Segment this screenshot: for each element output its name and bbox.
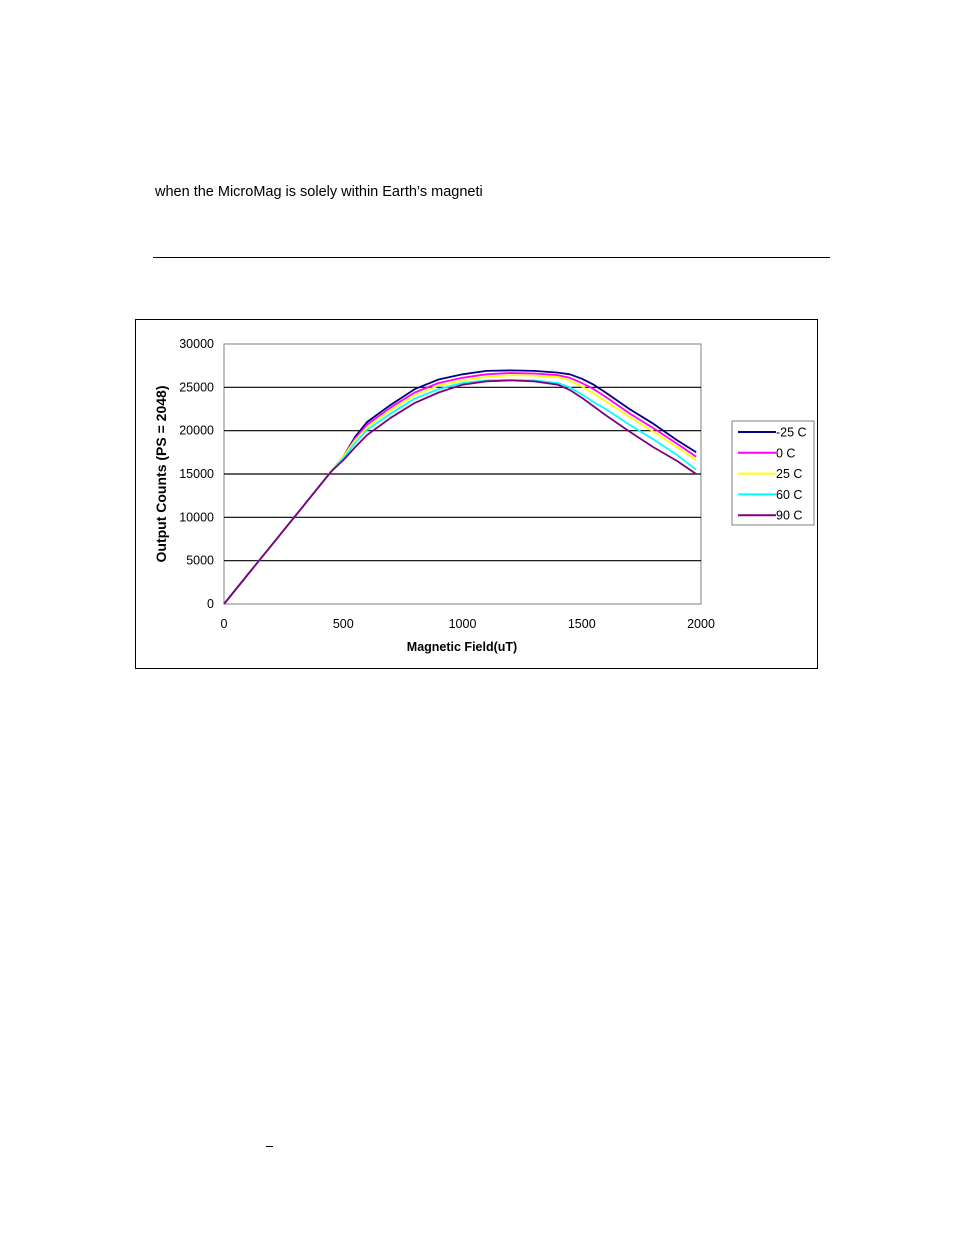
x-tick-label: 0 <box>221 617 228 631</box>
y-tick-label: 30000 <box>179 337 214 351</box>
y-tick-label: 15000 <box>179 467 214 481</box>
y-tick-label: 10000 <box>179 510 214 524</box>
body-text-line: when the MicroMag is solely within Earth… <box>155 184 483 200</box>
series-line-90C <box>223 379 697 605</box>
x-tick-label: 500 <box>333 617 354 631</box>
output-counts-chart: 0 5000 10000 15000 20000 25000 30000 0 500 1000 1… <box>153 337 815 654</box>
y-tick-label: 25000 <box>179 380 214 394</box>
x-tick-label: 1500 <box>568 617 596 631</box>
y-tick-label: 0 <box>207 597 214 611</box>
x-tick-label: 1000 <box>449 617 477 631</box>
footer-mark <box>266 1146 273 1147</box>
horizontal-rule <box>153 257 830 258</box>
y-axis-title: Output Counts (PS = 2048) <box>153 386 169 563</box>
x-tick-labels: 0 500 1000 1500 2000 <box>221 617 715 631</box>
y-tick-labels: 0 5000 10000 15000 20000 25000 30000 <box>179 337 214 611</box>
legend-label: 90 C <box>776 509 802 523</box>
y-tick-label: 20000 <box>179 424 214 438</box>
legend: -25 C 0 C 25 C 60 C 90 C <box>731 420 815 526</box>
chart-frame: 0 5000 10000 15000 20000 25000 30000 0 500 1000 1… <box>135 319 818 669</box>
legend-label: 60 C <box>776 488 802 502</box>
x-axis-title: Magnetic Field(uT) <box>407 640 517 654</box>
x-tick-label: 2000 <box>687 617 715 631</box>
series-lines <box>223 369 697 605</box>
legend-label: 0 C <box>776 446 795 460</box>
grid-lines <box>224 386 701 562</box>
y-tick-label: 5000 <box>186 554 214 568</box>
legend-label: 25 C <box>776 467 802 481</box>
legend-label: -25 C <box>776 426 807 440</box>
